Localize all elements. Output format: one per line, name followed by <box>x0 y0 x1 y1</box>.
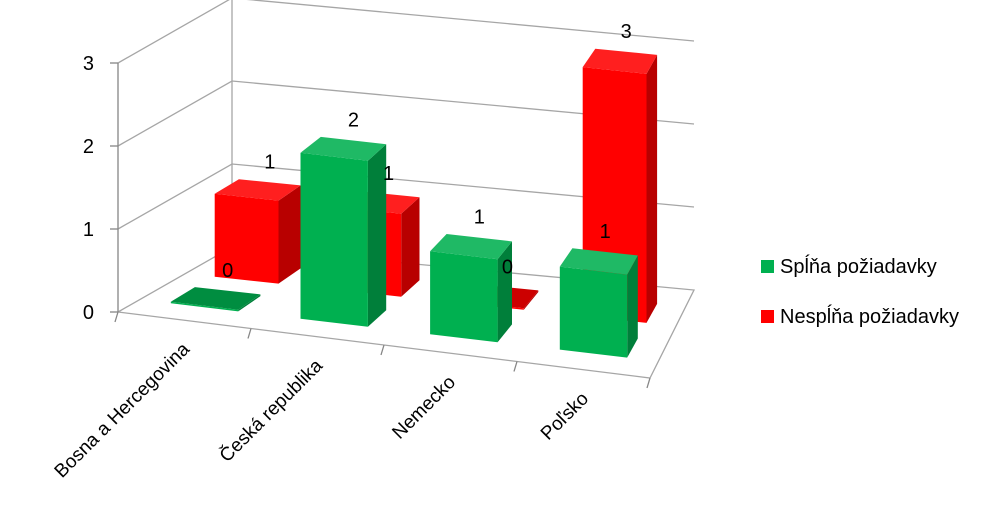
data-label: 0 <box>502 256 513 278</box>
x-tick <box>114 311 119 323</box>
legend-swatch <box>761 310 774 323</box>
y-tick-label: 2 <box>83 136 94 158</box>
bar-top <box>559 248 638 275</box>
bar-side <box>367 144 387 327</box>
data-label: 3 <box>621 21 632 43</box>
legend-label: Nespĺňa požiadavky <box>780 304 959 328</box>
category-label: Bosna a Hercegovina <box>51 339 195 483</box>
y-tick-label: 1 <box>83 219 94 241</box>
gridlines <box>117 0 695 230</box>
bar-front <box>300 152 368 327</box>
category-label: Nemecko <box>388 372 460 444</box>
bar-top <box>170 287 261 310</box>
data-label: 1 <box>383 163 394 185</box>
x-tick <box>247 328 252 339</box>
bar-front <box>559 266 628 358</box>
y-tick-label: 3 <box>83 53 94 75</box>
bar-side <box>238 294 261 312</box>
legend: Spĺňa požiadavky Nespĺňa požiadavky <box>761 254 959 328</box>
x-tick <box>646 377 651 389</box>
bar-top <box>300 136 387 161</box>
category-label: Poľsko <box>537 388 593 444</box>
y-tick-label: 0 <box>83 302 94 324</box>
y-axis-ticks: 0 1 2 3 <box>83 53 118 324</box>
bar-top <box>582 48 658 74</box>
x-tick <box>380 344 385 356</box>
bar-side <box>497 241 512 343</box>
gridline <box>117 80 695 147</box>
legend-label: Spĺňa požiadavky <box>780 254 937 278</box>
bar-side <box>401 197 420 297</box>
bar-side <box>627 255 638 358</box>
category-label: Česká republika <box>215 354 327 466</box>
data-label: 0 <box>222 260 233 282</box>
bar-front <box>170 301 239 312</box>
bar-front <box>214 193 279 284</box>
gridline <box>117 163 695 230</box>
bar-side <box>523 290 539 310</box>
bar-top <box>430 234 512 260</box>
data-label: 1 <box>474 207 485 229</box>
data-label: 1 <box>264 151 275 173</box>
bar-side <box>278 185 301 284</box>
data-labels: 1 1 0 3 0 2 1 1 <box>222 21 632 282</box>
bar-top <box>214 179 301 201</box>
legend-swatch <box>761 260 774 273</box>
bar-front <box>430 251 498 343</box>
data-label: 1 <box>600 221 611 243</box>
axes <box>114 63 651 389</box>
data-label: 2 <box>348 110 359 132</box>
bars <box>170 48 658 358</box>
x-tick <box>513 361 518 372</box>
bar-side <box>646 54 658 323</box>
gridline <box>117 0 695 64</box>
